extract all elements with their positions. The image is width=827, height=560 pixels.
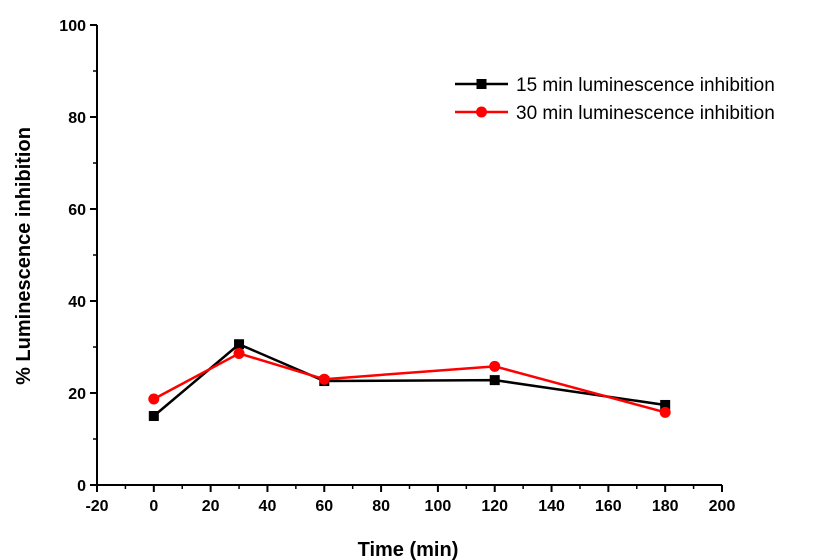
series-1	[148, 339, 671, 421]
data-point	[489, 375, 500, 386]
legend-item: 15 min luminescence inhibition	[455, 75, 775, 96]
legend-item: 30 min luminescence inhibition	[455, 103, 775, 124]
legend: 15 min luminescence inhibition 30 min lum…	[455, 75, 775, 124]
legend-label: 30 min luminescence inhibition	[516, 103, 775, 124]
y-tick-label: 40	[68, 294, 86, 311]
x-tick-label: 0	[149, 498, 158, 515]
series-2	[148, 347, 671, 418]
y-axis-title: % Luminescence inhibition	[13, 127, 35, 385]
y-tick-label: 100	[59, 18, 86, 35]
data-point	[659, 406, 671, 418]
data-point	[233, 347, 245, 359]
x-tick-label: 40	[259, 498, 277, 515]
x-tick-label: -20	[85, 498, 108, 515]
x-tick-label: 100	[425, 498, 452, 515]
legend-marker	[476, 106, 487, 118]
y-tick-label: 80	[68, 110, 86, 127]
x-tick-label: 80	[372, 498, 390, 515]
data-point	[489, 360, 501, 372]
data-point	[660, 399, 671, 410]
x-tick-label: 180	[652, 498, 679, 515]
axes: -20 0 20 40 60 80 100 120 140 160 180 200 0 20 40 60 80 1…	[59, 18, 735, 515]
data-point	[148, 393, 160, 405]
x-tick-label: 160	[595, 498, 622, 515]
x-tick-label: 120	[481, 498, 508, 515]
data-point	[148, 411, 159, 421]
legend-label: 15 min luminescence inhibition	[516, 75, 775, 96]
x-tick-label: 200	[709, 498, 736, 515]
y-tick-label: 20	[68, 386, 86, 403]
data-point	[234, 339, 245, 350]
x-tick-label: 20	[202, 498, 220, 515]
data-point	[318, 373, 330, 385]
legend-marker	[476, 79, 487, 89]
series-line	[153, 342, 666, 417]
series-line	[153, 352, 666, 414]
x-tick-label: 140	[538, 498, 565, 515]
y-tick-label: 60	[68, 202, 86, 219]
x-tick-label: 60	[315, 498, 333, 515]
series-layer	[148, 339, 671, 421]
x-axis-title: Time (min)	[358, 539, 459, 560]
y-tick-label: 0	[77, 478, 86, 495]
